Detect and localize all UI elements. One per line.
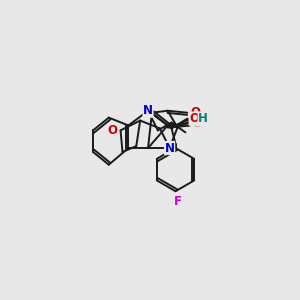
- Text: N: N: [143, 104, 153, 117]
- Text: O: O: [192, 117, 202, 130]
- Text: F: F: [173, 194, 181, 208]
- Text: O: O: [108, 124, 118, 137]
- Text: O: O: [196, 113, 206, 126]
- Text: O: O: [190, 106, 200, 119]
- Text: N: N: [165, 142, 175, 154]
- Text: O: O: [189, 112, 199, 125]
- Text: H: H: [198, 112, 208, 125]
